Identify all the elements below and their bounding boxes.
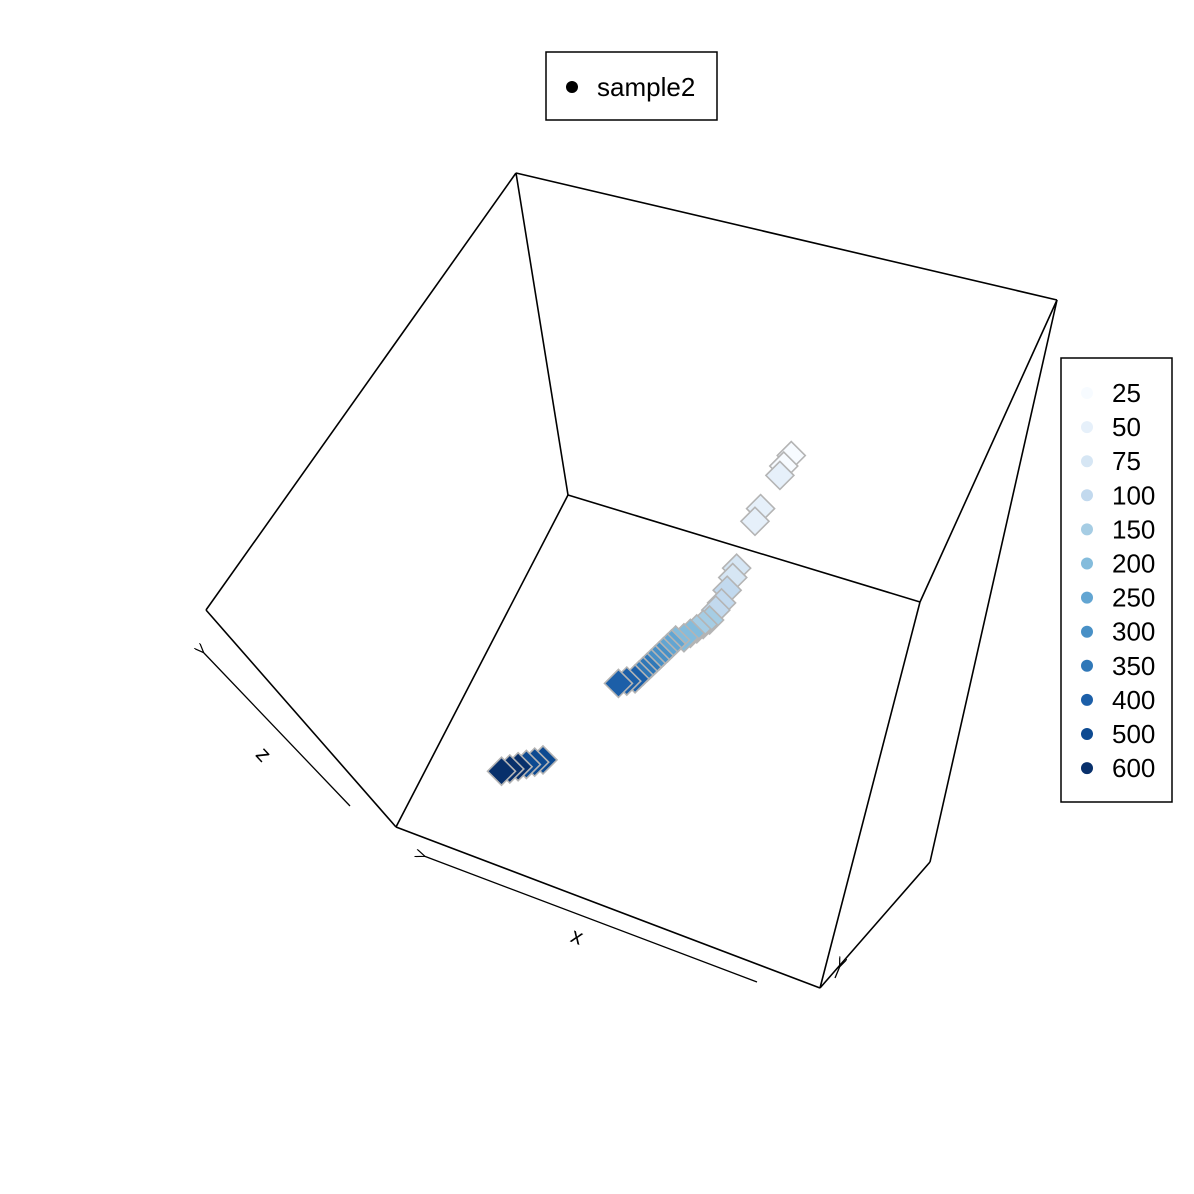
color-legend-swatch: [1081, 591, 1093, 604]
box-edge: [205, 609, 397, 828]
data-point: [764, 460, 796, 491]
color-legend-label: 500: [1112, 719, 1155, 749]
data-point: [739, 506, 771, 537]
color-legend-label: 200: [1112, 549, 1155, 579]
color-legend-label: 400: [1112, 685, 1155, 715]
series-legend-symbol: [566, 81, 578, 93]
axis-arrows: [203, 652, 840, 983]
color-legend-swatch: [1081, 387, 1093, 399]
color-legend-swatch: [1081, 625, 1093, 638]
color-legend-label: 150: [1112, 514, 1155, 544]
color-legend-label: 25: [1112, 378, 1141, 408]
color-legend-swatch: [1081, 421, 1093, 434]
x-axis-label: x: [568, 922, 587, 949]
color-legend-label: 75: [1112, 446, 1141, 476]
box-edge: [395, 494, 569, 828]
color-legend-label: 600: [1112, 753, 1155, 783]
box-edge: [919, 299, 1058, 603]
color-legend-label: 250: [1112, 583, 1155, 613]
data-point: [486, 756, 517, 787]
z-axis-arrow: [203, 652, 351, 807]
color-legend-label: 300: [1112, 617, 1155, 647]
color-legend-swatch: [1081, 489, 1093, 502]
data-point: [603, 668, 634, 699]
y-axis-arrow: [834, 966, 840, 979]
color-legend-box: [1060, 357, 1173, 803]
color-legend-label: 100: [1112, 480, 1155, 510]
color-legend-swatch: [1081, 762, 1093, 775]
series-legend: sample2: [545, 51, 718, 121]
color-legend-swatch: [1081, 557, 1093, 570]
box-edge: [395, 826, 821, 989]
box-edge: [819, 601, 921, 989]
color-legend-label: 350: [1112, 651, 1155, 681]
series-legend-label: sample2: [597, 72, 695, 102]
plot-box: [205, 172, 1058, 989]
box-edge: [515, 172, 569, 496]
points-layer: [486, 440, 807, 787]
box-edge: [515, 172, 1058, 301]
color-legend-swatch: [1081, 523, 1093, 536]
color-legend-swatch: [1081, 728, 1093, 740]
box-edge: [567, 494, 921, 603]
color-legend-label: 50: [1112, 412, 1141, 442]
x-axis-arrow: [424, 856, 758, 983]
color-legend-swatch: [1081, 455, 1093, 468]
z-axis-label: z: [251, 742, 277, 767]
color-legend-swatch: [1081, 693, 1093, 706]
box-edge: [929, 299, 1058, 863]
box-edge: [819, 861, 931, 989]
color-legend: 25 50 75 100 150 200 250 300 350 400 500 600: [1060, 357, 1173, 803]
color-legend-swatch: [1081, 659, 1093, 672]
box-edge: [205, 172, 517, 611]
